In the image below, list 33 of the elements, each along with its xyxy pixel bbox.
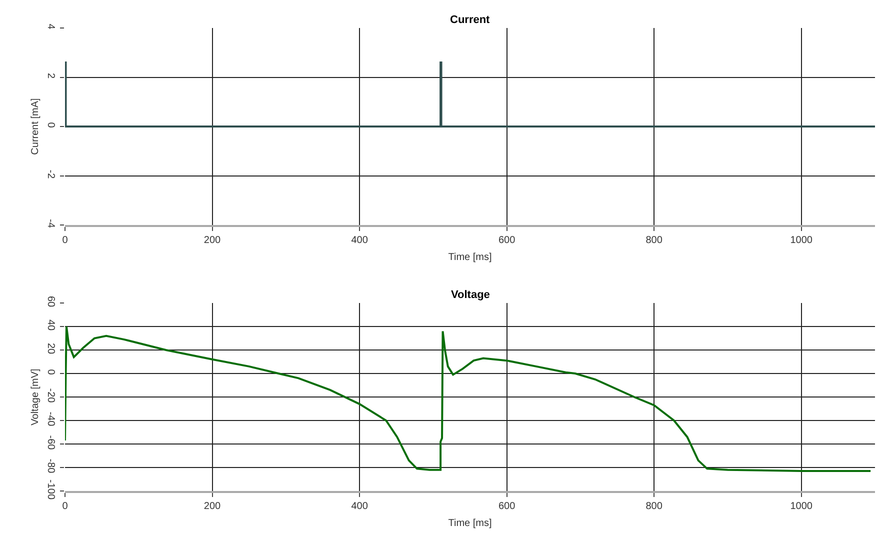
y-tick-label: -20 xyxy=(45,388,56,404)
y-axis-title: Current [mA] xyxy=(30,98,41,155)
x-tick-label: 800 xyxy=(646,235,663,246)
x-tick-label: 1000 xyxy=(790,501,813,512)
x-tick-label: 200 xyxy=(204,501,222,512)
y-tick-label: -60 xyxy=(45,435,56,450)
x-tick-label: 600 xyxy=(498,501,516,512)
x-tick-label: 0 xyxy=(62,501,68,512)
y-tick-label: -4 xyxy=(45,219,56,228)
y-tick-label: -100 xyxy=(45,479,56,500)
y-tick-label: 0 xyxy=(45,122,56,128)
x-tick-label: 600 xyxy=(498,235,516,246)
chart-title: Voltage xyxy=(451,289,490,301)
x-tick-label: 200 xyxy=(204,235,222,246)
y-tick-label: -2 xyxy=(45,170,56,180)
x-axis-title: Time [ms] xyxy=(448,518,492,529)
x-tick-label: 800 xyxy=(646,501,663,512)
x-tick-label: 400 xyxy=(351,501,368,512)
y-tick-label: 20 xyxy=(45,342,56,354)
y-tick-label: 60 xyxy=(45,296,56,308)
x-axis-title: Time [ms] xyxy=(448,252,492,263)
x-tick-label: 400 xyxy=(351,235,368,246)
chart-title: Current xyxy=(450,14,490,26)
y-tick-label: 2 xyxy=(45,72,56,79)
y-axis-title: Voltage [mV] xyxy=(30,368,41,426)
y-tick-label: 0 xyxy=(45,369,56,376)
y-tick-label: 40 xyxy=(45,319,56,331)
line-series xyxy=(65,326,872,472)
y-tick-label: 4 xyxy=(45,24,56,30)
y-tick-label: -80 xyxy=(45,458,56,474)
x-tick-label: 1000 xyxy=(790,235,813,246)
x-tick-label: 0 xyxy=(62,235,68,246)
y-tick-label: -40 xyxy=(45,412,56,427)
